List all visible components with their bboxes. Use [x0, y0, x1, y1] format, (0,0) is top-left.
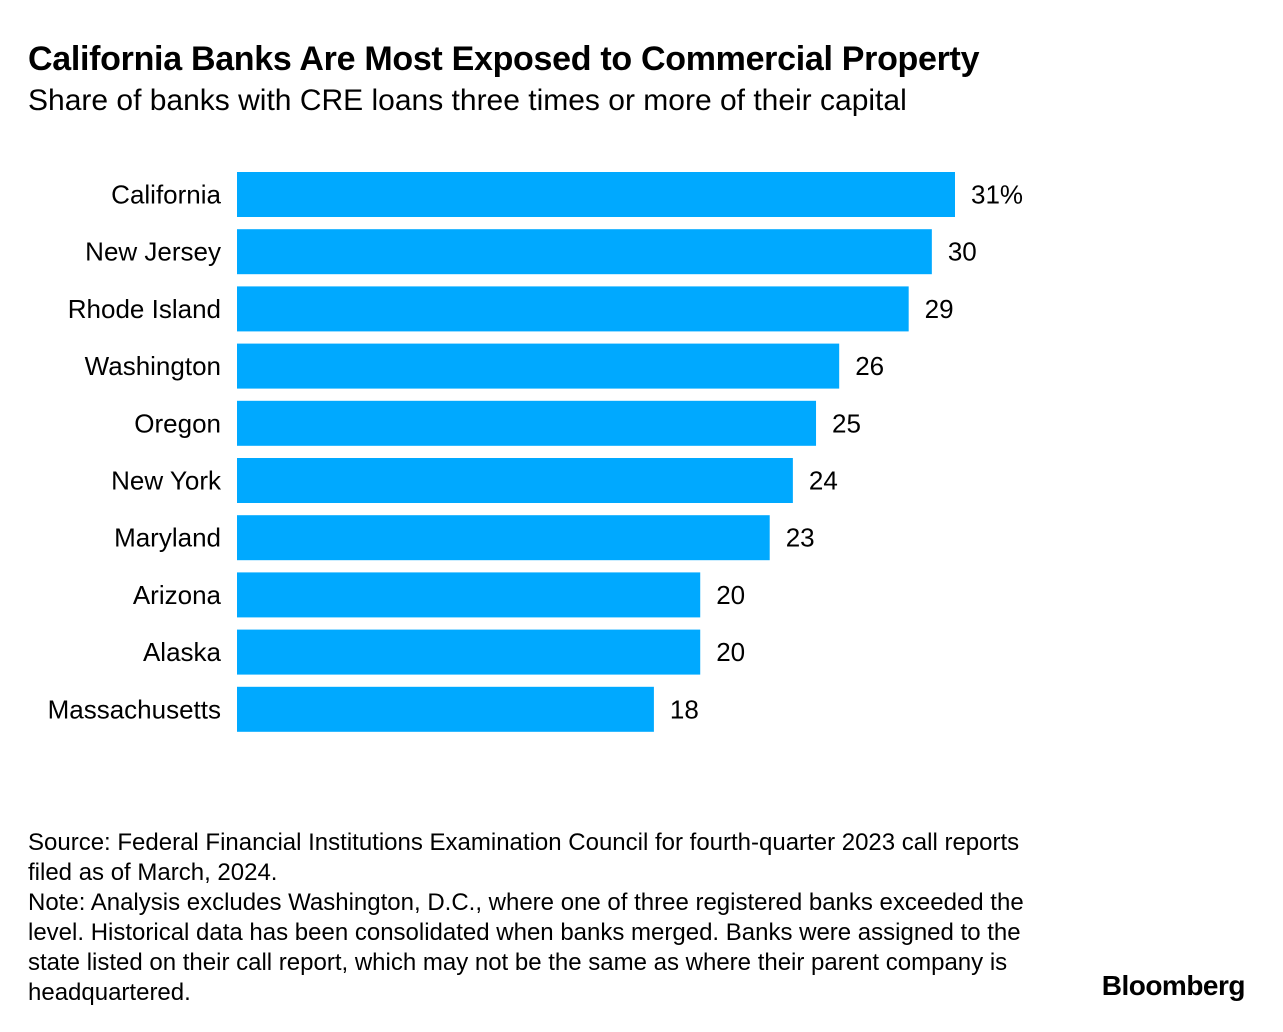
category-label-new-york: New York [111, 466, 222, 496]
bar-chart: California New Jersey Rhode Island Washingt… [48, 172, 1023, 732]
value-label-massachusetts: 18 [670, 694, 699, 724]
bar-new-york [237, 458, 793, 503]
category-label-california: California [111, 180, 221, 210]
category-label-arizona: Arizona [133, 580, 222, 610]
bar-washington [237, 343, 840, 389]
chart-notes: Source: Federal Financial Institutions E… [28, 828, 1038, 1008]
value-label-new-jersey: 30 [948, 237, 977, 267]
chart-subtitle: Share of banks with CRE loans three time… [28, 84, 907, 117]
value-label-rhode-island: 29 [925, 294, 954, 324]
bar-arizona [237, 572, 701, 618]
value-label-washington: 26 [855, 351, 884, 381]
category-label-maryland: Maryland [114, 523, 221, 553]
chart-title: California Banks Are Most Exposed to Com… [28, 40, 980, 78]
bar-massachusetts [237, 686, 654, 732]
bar-new-jersey [237, 229, 932, 275]
category-label-oregon: Oregon [134, 408, 221, 438]
category-label-massachusetts: Massachusetts [48, 694, 221, 724]
category-label-new-jersey: New Jersey [85, 237, 221, 267]
category-label-alaska: Alaska [143, 637, 222, 667]
value-labels: 31% 30 29 26 25 24 23 20 20 18 [670, 180, 1023, 725]
category-labels: California New Jersey Rhode Island Washingt… [48, 180, 222, 725]
category-label-rhode-island: Rhode Island [68, 294, 221, 324]
value-label-oregon: 25 [832, 408, 861, 438]
value-label-maryland: 23 [786, 523, 815, 553]
bloomberg-logo: Bloomberg [1101, 970, 1246, 1001]
value-label-california: 31% [971, 180, 1023, 210]
bar-group [237, 172, 955, 732]
bar-california [237, 172, 955, 217]
bar-maryland [237, 515, 770, 561]
bar-alaska [237, 629, 701, 675]
value-label-new-york: 24 [809, 466, 838, 496]
category-label-washington: Washington [85, 351, 221, 381]
bar-rhode-island [237, 286, 909, 332]
source-note: Source: Federal Financial Institutions E… [28, 829, 1020, 886]
value-label-alaska: 20 [716, 637, 745, 667]
analysis-note: Note: Analysis excludes Washington, D.C.… [28, 889, 1024, 1006]
bar-oregon [237, 400, 817, 446]
value-label-arizona: 20 [716, 580, 745, 610]
